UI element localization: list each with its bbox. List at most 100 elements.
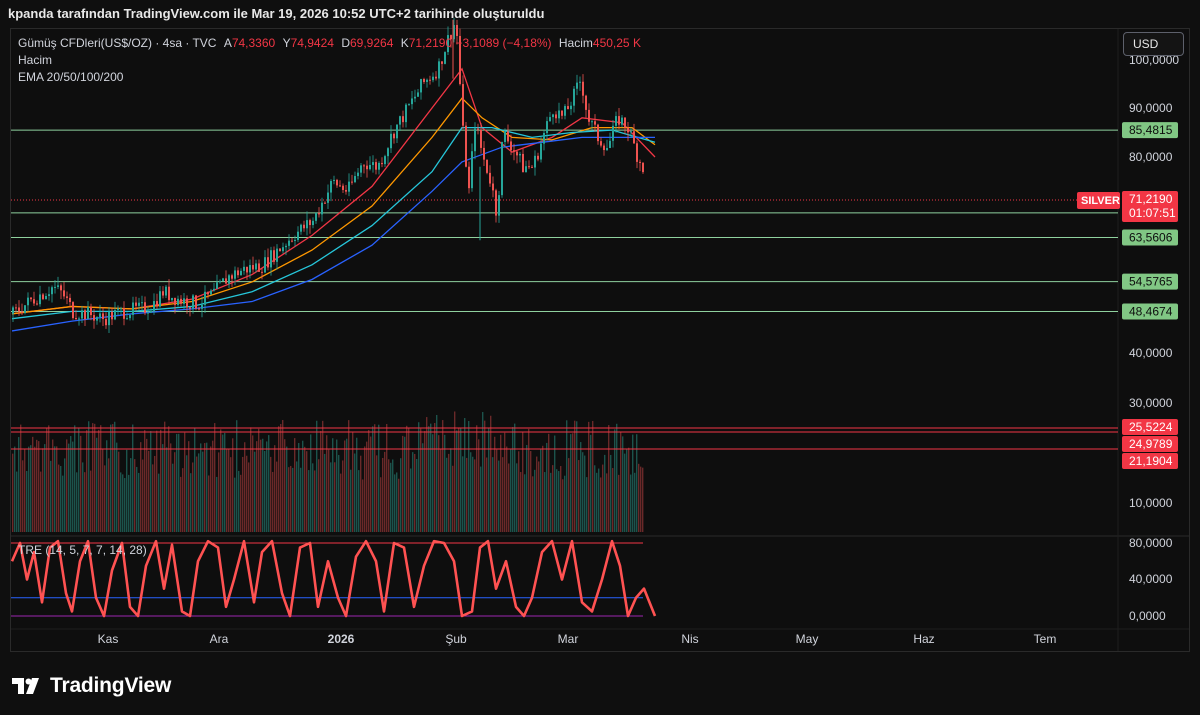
volume-bar — [344, 440, 346, 532]
volume-bar — [216, 476, 218, 532]
volume-bar — [390, 462, 392, 532]
candle-body — [348, 181, 350, 192]
chart-area[interactable] — [10, 28, 1190, 652]
volume-bar — [190, 473, 192, 532]
volume-bar — [204, 443, 206, 532]
volume-bar — [482, 412, 484, 532]
candle-body — [507, 131, 509, 142]
volume-bar — [406, 425, 408, 532]
candle-body — [612, 125, 614, 141]
candle-body — [336, 179, 338, 186]
volume-bar — [554, 435, 556, 532]
volume-bar — [480, 466, 482, 532]
volume-bar — [358, 470, 360, 532]
candle-body — [39, 294, 41, 305]
candle-body — [351, 181, 353, 183]
candle-body — [27, 297, 29, 306]
volume-bar — [608, 425, 610, 532]
volume-bar — [326, 435, 328, 532]
volume-bar — [450, 448, 452, 532]
candle-body — [504, 131, 506, 143]
time-tick: Kas — [98, 632, 119, 646]
candle-body — [363, 165, 365, 167]
candle-body — [519, 153, 521, 156]
candle-body — [555, 114, 557, 119]
volume-value: 450,25 K — [592, 36, 641, 50]
volume-bar — [432, 434, 434, 532]
currency-button[interactable]: USD — [1123, 32, 1184, 56]
volume-bar — [150, 431, 152, 532]
volume-bar — [364, 446, 366, 532]
candle-body — [189, 307, 191, 309]
volume-bar — [510, 448, 512, 532]
volume-bar — [462, 456, 464, 532]
candle-body — [252, 265, 254, 270]
volume-level-tag-label: 25,5224 — [1129, 420, 1173, 434]
time-tick: May — [796, 632, 819, 646]
candle-body — [408, 104, 410, 106]
candle-body — [141, 302, 143, 304]
candle-body — [300, 224, 302, 232]
candle-body — [360, 165, 362, 173]
volume-bar — [202, 451, 204, 532]
volume-bar — [642, 467, 644, 532]
candle-body — [525, 166, 527, 173]
volume-bar — [292, 467, 294, 532]
volume-bar — [520, 472, 522, 532]
candle-body — [204, 291, 206, 305]
volume-bar — [134, 459, 136, 532]
volume-bar — [514, 423, 516, 532]
time-tick: Ara — [210, 632, 229, 646]
candle-body — [372, 162, 374, 165]
volume-bar — [568, 458, 570, 532]
volume-bar — [430, 423, 432, 532]
volume-bar — [114, 421, 116, 532]
volume-bar — [188, 441, 190, 532]
candle-body — [180, 298, 182, 304]
volume-bar — [120, 472, 122, 532]
symbol-name[interactable]: Gümüş CFDleri(US$/OZ) · 4sa · TVC — [18, 36, 217, 50]
volume-bar — [340, 473, 342, 532]
volume-bar — [414, 453, 416, 532]
candle-body — [369, 164, 371, 170]
volume-bar — [498, 460, 500, 532]
volume-bar — [634, 472, 636, 532]
candle-body — [375, 162, 377, 170]
volume-bar — [126, 449, 128, 532]
close-value: 71,2190 — [408, 36, 453, 50]
volume-bar — [444, 434, 446, 532]
volume-bar — [40, 471, 42, 532]
volume-bar — [542, 445, 544, 532]
candle-body — [534, 155, 536, 168]
candle-body — [150, 311, 152, 313]
volume-bar — [420, 428, 422, 532]
volume-bar — [492, 457, 494, 532]
candle-body — [498, 195, 500, 216]
candle-body — [636, 143, 638, 162]
volume-level-tag — [1122, 436, 1178, 452]
tradingview-logo[interactable]: TradingView — [12, 674, 171, 698]
candle-body — [255, 263, 257, 270]
candle-body — [162, 291, 164, 296]
volume-bar — [636, 434, 638, 532]
candle-body — [588, 109, 590, 122]
volume-bar — [388, 459, 390, 532]
candle-body — [450, 35, 452, 40]
candle-body — [306, 220, 308, 229]
legend-volume[interactable]: Hacim — [18, 53, 53, 67]
candle-body — [60, 285, 62, 291]
ema-lines — [11, 67, 656, 332]
volume-bar — [590, 434, 592, 532]
candle-body — [66, 296, 68, 298]
candle-body — [291, 240, 293, 242]
tre-label: TRE (14, 5, 7, 7, 14, 28) — [18, 543, 147, 557]
last-price-value: 71,2190 — [1129, 192, 1173, 206]
candle-body — [117, 308, 119, 310]
symbol-tag — [1077, 192, 1120, 210]
price-tick: 30,0000 — [1129, 396, 1173, 410]
volume-bar — [194, 427, 196, 532]
legend-ema[interactable]: EMA 20/50/100/200 — [18, 70, 124, 84]
volume-bar — [232, 438, 234, 532]
volume-bar — [442, 420, 444, 532]
